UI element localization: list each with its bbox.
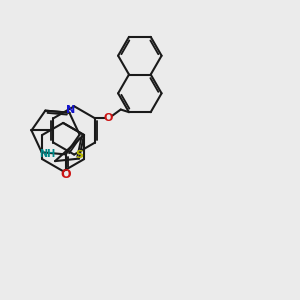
Text: N: N	[66, 105, 76, 115]
Text: S: S	[75, 150, 83, 160]
Text: O: O	[104, 113, 113, 123]
Text: NH: NH	[39, 149, 55, 159]
Text: O: O	[61, 168, 71, 181]
